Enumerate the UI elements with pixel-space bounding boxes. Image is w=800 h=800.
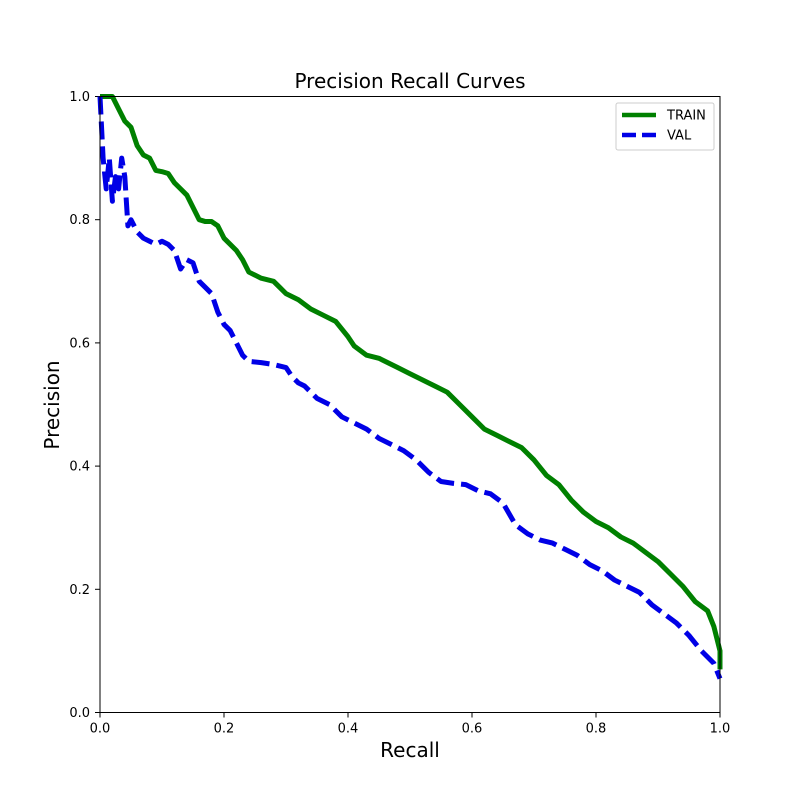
y-tick-label: 0.6 — [69, 336, 90, 351]
y-tick-label: 0.4 — [69, 460, 90, 475]
plot-frame — [99, 96, 721, 713]
x-tick-label: 1.0 — [710, 722, 731, 737]
x-tick-label: 0.4 — [338, 722, 359, 737]
chart-title: Precision Recall Curves — [294, 69, 525, 93]
x-tick-label: 0.8 — [586, 722, 607, 737]
series-line-train — [100, 94, 723, 670]
legend: TRAIN VAL — [615, 102, 715, 151]
x-tick-label: 0.6 — [462, 722, 483, 737]
y-tick-label: 0.2 — [69, 583, 90, 598]
x-tick-label: 0.2 — [214, 722, 235, 737]
legend-label-val: VAL — [667, 129, 692, 144]
series-line-val — [97, 96, 723, 680]
series-layer — [97, 94, 723, 680]
y-tick-label: 1.0 — [69, 90, 90, 105]
y-tick-label: 0.0 — [69, 706, 90, 721]
y-axis-label: Precision — [40, 360, 64, 449]
x-tick-label: 0.0 — [90, 722, 111, 737]
legend-label-train: TRAIN — [666, 109, 706, 124]
y-tick-label: 0.8 — [69, 213, 90, 228]
x-axis-ticks: 0.0 0.2 0.4 0.6 0.8 1.0 — [90, 712, 731, 737]
x-axis-label: Recall — [380, 738, 440, 762]
y-axis-ticks: 0.0 0.2 0.4 0.6 0.8 1.0 — [69, 90, 100, 721]
